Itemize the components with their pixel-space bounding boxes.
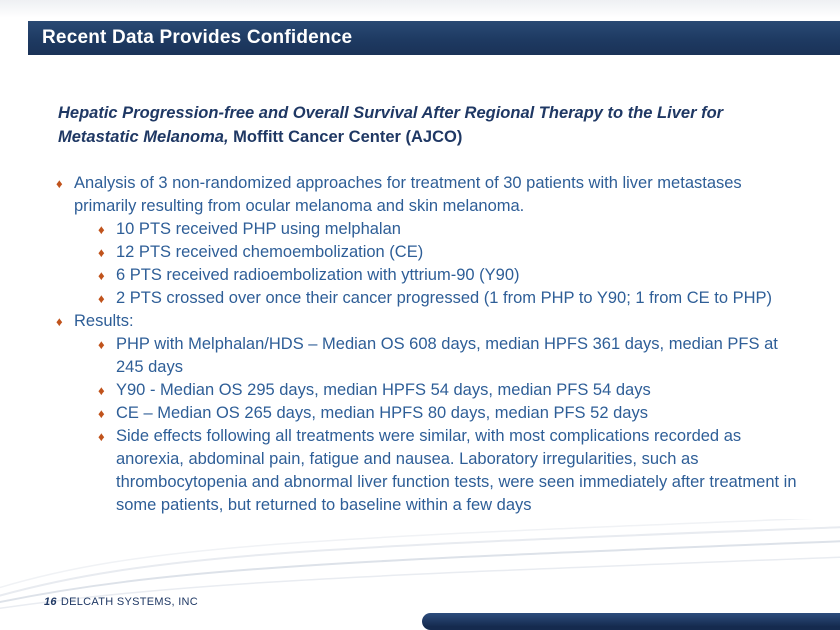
bullet-text: 10 PTS received PHP using melphalan (116, 220, 401, 238)
bullet-list: ♦ Analysis of 3 non-randomized approaches… (56, 172, 802, 517)
study-title: Hepatic Progression-free and Overall Sur… (58, 101, 782, 149)
diamond-bullet-icon: ♦ (56, 176, 63, 191)
company-name: DELCATH SYSTEMS, INC (60, 596, 199, 608)
diamond-bullet-icon: ♦ (98, 245, 105, 260)
diamond-bullet-icon: ♦ (98, 429, 105, 444)
diamond-bullet-icon: ♦ (98, 268, 105, 283)
page-number: 16 (44, 596, 57, 608)
bullet-item: ♦ 2 PTS crossed over once their cancer pr… (98, 287, 802, 310)
bullet-item: ♦ Analysis of 3 non-randomized approaches… (56, 172, 802, 218)
study-title-regular: Moffitt Cancer Center (AJCO) (228, 128, 463, 146)
diamond-bullet-icon: ♦ (56, 314, 63, 329)
bullet-text: 6 PTS received radioembolization with yt… (116, 266, 520, 284)
bullet-text: Side effects following all treatments we… (116, 427, 797, 514)
bullet-text: 12 PTS received chemoembolization (CE) (116, 243, 424, 261)
diamond-bullet-icon: ♦ (98, 383, 105, 398)
slide-title-bar: Recent Data Provides Confidence (28, 21, 840, 55)
page-title: Recent Data Provides Confidence (42, 27, 353, 48)
bullet-item: ♦ Y90 - Median OS 295 days, median HPFS 5… (98, 379, 802, 402)
footer: 16 DELCATH SYSTEMS, INC (44, 596, 198, 608)
bullet-text: CE – Median OS 265 days, median HPFS 80 … (116, 404, 648, 422)
diamond-bullet-icon: ♦ (98, 337, 105, 352)
bullet-item: ♦ PHP with Melphalan/HDS – Median OS 608 … (98, 333, 802, 379)
bullet-text: Results: (74, 312, 134, 330)
bullet-item: ♦ 10 PTS received PHP using melphalan (98, 218, 802, 241)
bullet-text: Y90 - Median OS 295 days, median HPFS 54… (116, 381, 651, 399)
bullet-text: 2 PTS crossed over once their cancer pro… (116, 289, 773, 307)
bullet-item: ♦ 6 PTS received radioembolization with y… (98, 264, 802, 287)
bullet-item: ♦ Side effects following all treatments w… (98, 425, 802, 517)
diamond-bullet-icon: ♦ (98, 406, 105, 421)
diamond-bullet-icon: ♦ (98, 291, 105, 306)
study-title-italic: Hepatic Progression-free and Overall Sur… (58, 104, 724, 146)
bottom-accent-bar (422, 613, 840, 630)
bullet-item: ♦ CE – Median OS 265 days, median HPFS 80… (98, 402, 802, 425)
top-gradient-strip (0, 0, 840, 20)
bullet-text: Analysis of 3 non-randomized approaches … (74, 174, 742, 215)
bullet-text: PHP with Melphalan/HDS – Median OS 608 d… (116, 335, 778, 376)
bullet-item: ♦ Results: (56, 310, 802, 333)
diamond-bullet-icon: ♦ (98, 222, 105, 237)
bullet-item: ♦ 12 PTS received chemoembolization (CE) (98, 241, 802, 264)
